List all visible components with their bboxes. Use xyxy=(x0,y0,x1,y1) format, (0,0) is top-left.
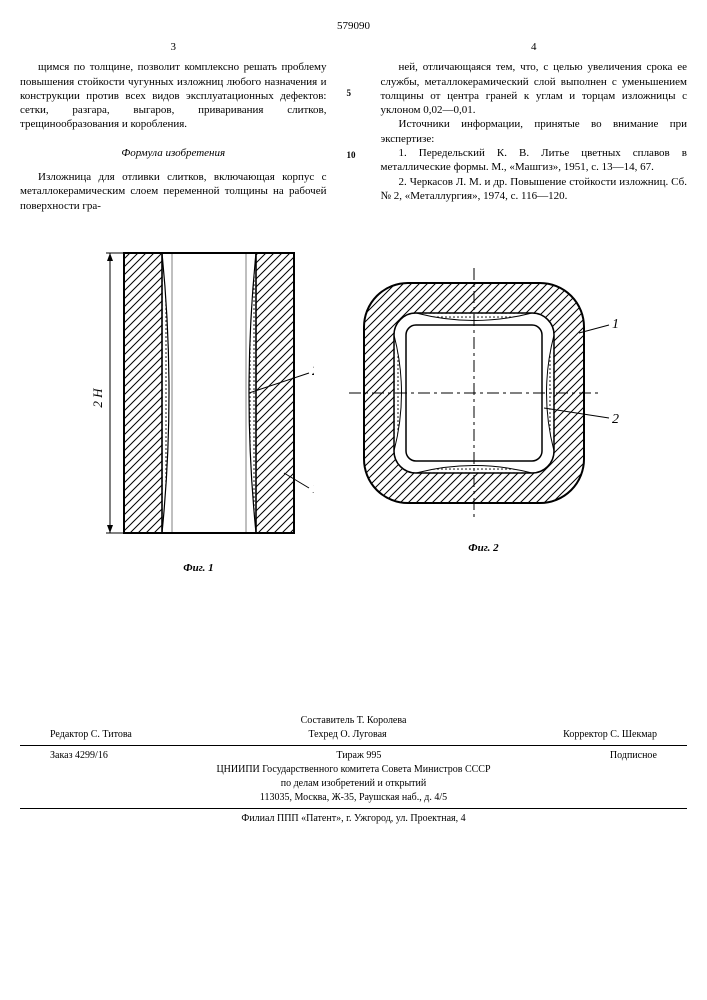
line-marker-5: 5 xyxy=(347,88,352,98)
org1: ЦНИИПИ Государственного комитета Совета … xyxy=(20,763,687,777)
height-label: 2 H xyxy=(90,388,105,408)
claim-text: Изложница для отливки слитков, включающа… xyxy=(20,170,327,213)
techred: Техред О. Луговая xyxy=(308,728,386,742)
header-number: 579090 xyxy=(20,20,687,32)
left-col-num: 3 xyxy=(20,40,327,54)
address: 113035, Москва, Ж-35, Раушская наб., д. … xyxy=(20,791,687,805)
org2: по делам изобретений и открытий xyxy=(20,777,687,791)
right-p1: ней, отличающаяся тем, что, с целью увел… xyxy=(381,60,688,117)
order: Заказ 4299/16 xyxy=(50,749,108,763)
right-column: 4 ней, отличающаяся тем, что, с целью ув… xyxy=(381,40,688,213)
signed: Подписное xyxy=(610,749,657,763)
corrector: Корректор С. Шекмар xyxy=(563,728,657,742)
left-column: 3 щимся по толщине, позволит комплексно … xyxy=(20,40,327,213)
editor: Редактор С. Титова xyxy=(50,728,132,742)
sources-title: Источники информации, принятые во вниман… xyxy=(381,117,688,146)
gutter: 5 10 xyxy=(347,40,361,213)
figures-row: 2 H 1 2 Фиг. 1 xyxy=(20,243,687,574)
fig1-label: Фиг. 1 xyxy=(84,562,314,574)
tirazh: Тираж 995 xyxy=(336,749,381,763)
ref2: 2. Черкасов Л. М. и др. Повышение стойко… xyxy=(381,175,688,204)
fig2-callout-1: 1 xyxy=(612,317,619,332)
branch: Филиал ППП «Патент», г. Ужгород, ул. Про… xyxy=(20,812,687,826)
text-columns: 3 щимся по толщине, позволит комплексно … xyxy=(20,40,687,213)
line-marker-10: 10 xyxy=(347,150,356,160)
compiler: Составитель Т. Королева xyxy=(20,714,687,728)
figure-2: 1 2 Фиг. 2 xyxy=(344,263,624,554)
ref1: 1. Передельский К. В. Литье цветных спла… xyxy=(381,146,688,175)
fig2-callout-2: 2 xyxy=(612,412,619,427)
formula-title: Формула изобретения xyxy=(20,146,327,160)
figure-1: 2 H 1 2 Фиг. 1 xyxy=(84,243,314,574)
fig2-label: Фиг. 2 xyxy=(344,542,624,554)
right-col-num: 4 xyxy=(381,40,688,54)
left-paragraph: щимся по толщине, позволит комплексно ре… xyxy=(20,60,327,131)
fig1-callout-2: 2 xyxy=(312,364,314,379)
footer: Составитель Т. Королева Редактор С. Тито… xyxy=(20,714,687,826)
fig1-callout-1: 1 xyxy=(312,482,314,497)
